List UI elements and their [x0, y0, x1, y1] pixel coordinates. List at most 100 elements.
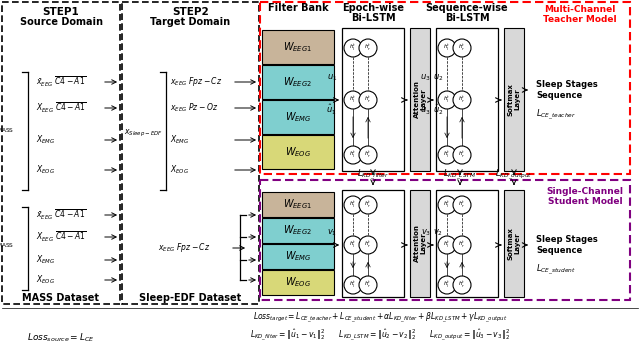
Circle shape — [438, 196, 456, 214]
Text: $h^t_r$: $h^t_r$ — [364, 240, 372, 250]
Bar — [2, 2, 120, 304]
Circle shape — [438, 276, 456, 294]
Text: $x_{EEG}\ Fpz-Cz$: $x_{EEG}\ Fpz-Cz$ — [158, 242, 211, 255]
Text: $\hat{u}_1$: $\hat{u}_1$ — [326, 103, 337, 117]
Text: $L_{KD\_output}$: $L_{KD\_output}$ — [495, 168, 532, 182]
Bar — [122, 2, 259, 304]
Text: $h^t_l$: $h^t_l$ — [444, 280, 451, 290]
Text: $\bar{x}_{EEG}\ \overline{C4-A1}$: $\bar{x}_{EEG}\ \overline{C4-A1}$ — [36, 75, 86, 89]
Text: $h^t_r$: $h^t_r$ — [364, 43, 372, 53]
Circle shape — [359, 236, 377, 254]
Text: $h^t_l$: $h^t_l$ — [349, 240, 356, 250]
Text: $h^t_l$: $h^t_l$ — [349, 150, 356, 160]
Bar — [262, 65, 334, 99]
Text: $Loss_{source} = L_{CE}$: $Loss_{source} = L_{CE}$ — [27, 332, 95, 344]
Text: $\hat{u}_2$: $\hat{u}_2$ — [433, 103, 444, 117]
Text: Softmax
Layer: Softmax Layer — [508, 83, 520, 116]
Circle shape — [453, 276, 471, 294]
Text: $X_{EEG}\ \overline{C4-A1}$: $X_{EEG}\ \overline{C4-A1}$ — [36, 101, 87, 115]
Circle shape — [438, 91, 456, 109]
Text: $X_{EOG}$: $X_{EOG}$ — [36, 164, 55, 176]
Circle shape — [438, 236, 456, 254]
Text: Student Model: Student Model — [548, 198, 622, 207]
Text: Sleep Stages
Sequence: Sleep Stages Sequence — [536, 80, 598, 100]
Text: $h^t_l$: $h^t_l$ — [349, 43, 356, 53]
Circle shape — [453, 146, 471, 164]
Text: Teacher Model: Teacher Model — [543, 15, 617, 24]
Text: Target Domain: Target Domain — [150, 17, 230, 27]
Text: $h^t_l$: $h^t_l$ — [444, 200, 451, 210]
Text: Epoch-wise: Epoch-wise — [342, 3, 404, 13]
Bar — [342, 28, 404, 171]
Text: $h^t_r$: $h^t_r$ — [364, 280, 372, 290]
Text: $L_{KD\_filter}$: $L_{KD\_filter}$ — [357, 168, 389, 182]
Text: $v_1$: $v_1$ — [327, 228, 337, 238]
Bar — [260, 180, 630, 300]
Bar — [504, 190, 524, 297]
Text: Attention
Layer: Attention Layer — [413, 81, 426, 118]
Text: $L_{CE\_teacher}$: $L_{CE\_teacher}$ — [536, 108, 576, 122]
Text: $v_3$: $v_3$ — [420, 228, 431, 238]
Text: $h^t_l$: $h^t_l$ — [444, 150, 451, 160]
Text: $L_{KD\_LSTM}$: $L_{KD\_LSTM}$ — [444, 168, 477, 182]
Text: $h^t_r$: $h^t_r$ — [458, 240, 466, 250]
Bar — [262, 192, 334, 217]
Text: MASS Dataset: MASS Dataset — [22, 293, 99, 303]
Circle shape — [359, 146, 377, 164]
Circle shape — [344, 196, 362, 214]
Text: $h^t_l$: $h^t_l$ — [444, 240, 451, 250]
Circle shape — [344, 39, 362, 57]
Text: $x_{EEG}\ Fpz-Cz$: $x_{EEG}\ Fpz-Cz$ — [170, 76, 222, 88]
Text: $x_{EEG}\ Pz-Oz$: $x_{EEG}\ Pz-Oz$ — [170, 102, 218, 114]
Bar — [262, 270, 334, 295]
Text: $h^t_r$: $h^t_r$ — [364, 150, 372, 160]
Circle shape — [359, 91, 377, 109]
Bar — [262, 218, 334, 243]
Circle shape — [359, 39, 377, 57]
Text: $W_{EOG}$: $W_{EOG}$ — [285, 276, 311, 289]
Text: $h^t_l$: $h^t_l$ — [444, 43, 451, 53]
Text: $h^t_l$: $h^t_l$ — [444, 95, 451, 105]
Text: $W_{EEG2}$: $W_{EEG2}$ — [284, 75, 312, 89]
Text: $u_3$: $u_3$ — [420, 73, 431, 83]
Text: STEP2: STEP2 — [172, 7, 209, 17]
Bar — [342, 190, 404, 297]
Text: $h^t_r$: $h^t_r$ — [364, 200, 372, 210]
Text: $W_{EOG}$: $W_{EOG}$ — [285, 145, 311, 159]
Text: Sleep-EDF Dataset: Sleep-EDF Dataset — [140, 293, 242, 303]
Circle shape — [359, 196, 377, 214]
Text: STEP1: STEP1 — [43, 7, 79, 17]
Circle shape — [344, 236, 362, 254]
Text: Sequence-wise: Sequence-wise — [426, 3, 508, 13]
Text: $x_{Sleep-EDF}$: $x_{Sleep-EDF}$ — [124, 127, 163, 139]
Text: $W_{EEG1}$: $W_{EEG1}$ — [284, 40, 312, 54]
Text: $v_2$: $v_2$ — [433, 228, 443, 238]
Circle shape — [344, 276, 362, 294]
Text: $h^t_l$: $h^t_l$ — [349, 200, 356, 210]
Circle shape — [453, 91, 471, 109]
Text: $h^t_r$: $h^t_r$ — [458, 43, 466, 53]
Text: $h^t_l$: $h^t_l$ — [349, 280, 356, 290]
Text: Multi-Channel: Multi-Channel — [544, 5, 616, 15]
Bar — [262, 30, 334, 64]
Text: $h^t_r$: $h^t_r$ — [458, 200, 466, 210]
Text: $\bar{x}_{EEG}\ \overline{C4-A1}$: $\bar{x}_{EEG}\ \overline{C4-A1}$ — [36, 208, 86, 222]
Circle shape — [438, 39, 456, 57]
Text: Bi-LSTM: Bi-LSTM — [445, 13, 490, 23]
Bar — [262, 135, 334, 169]
Text: $W_{EEG1}$: $W_{EEG1}$ — [284, 198, 312, 212]
Bar — [504, 28, 524, 171]
Bar — [436, 28, 498, 171]
Text: $x_{\rm MASS}$: $x_{\rm MASS}$ — [0, 125, 14, 135]
Circle shape — [453, 236, 471, 254]
Text: $W_{EMG}$: $W_{EMG}$ — [285, 250, 312, 263]
Bar — [410, 28, 430, 171]
Text: $h^t_l$: $h^t_l$ — [349, 95, 356, 105]
Text: $x_{\rm MASS}$: $x_{\rm MASS}$ — [0, 240, 14, 250]
Text: $u_2$: $u_2$ — [433, 73, 444, 83]
Text: $X_{EEG}\ \overline{C4-A1}$: $X_{EEG}\ \overline{C4-A1}$ — [36, 230, 87, 244]
Bar — [436, 190, 498, 297]
Text: Filter Bank: Filter Bank — [268, 3, 328, 13]
Text: Single-Channel: Single-Channel — [547, 188, 623, 197]
Text: $X_{EMG}$: $X_{EMG}$ — [36, 134, 56, 146]
